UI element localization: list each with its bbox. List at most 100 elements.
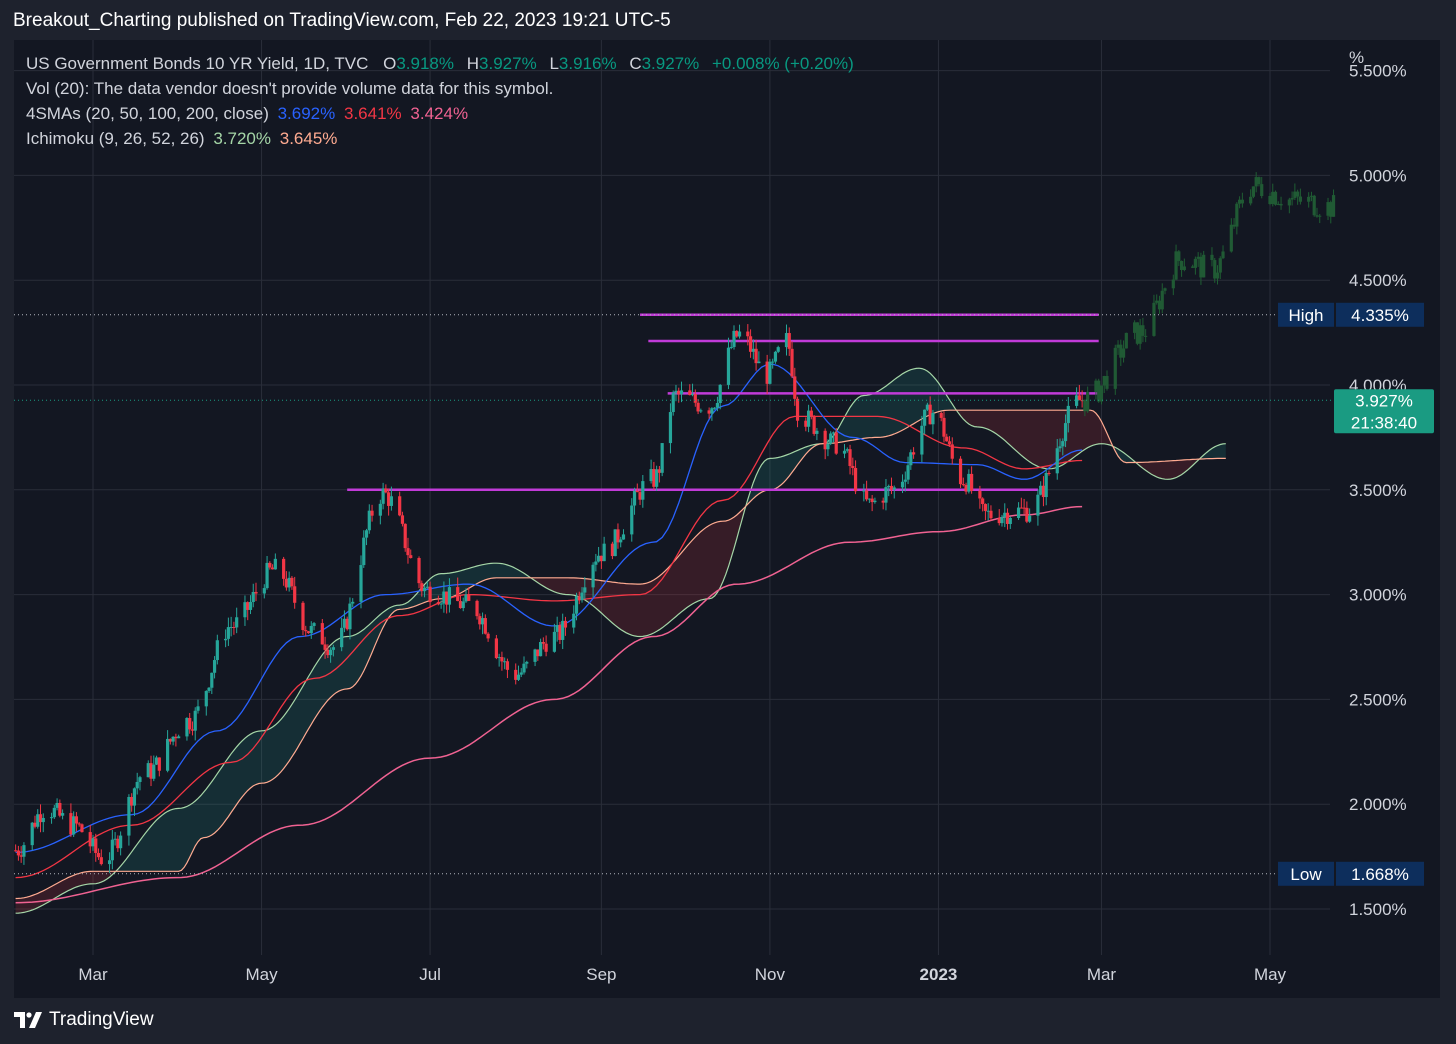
legend-ichimoku-row[interactable]: Ichimoku (9, 26, 52, 26) 3.720% 3.645% [26, 126, 854, 151]
candle-body [870, 498, 874, 503]
ichimoku-label: Ichimoku (9, 26, 52, 26) [26, 129, 205, 148]
candle-body [793, 376, 797, 399]
candle-body [613, 529, 617, 557]
candle-body [967, 473, 971, 492]
forecast-candle [1287, 199, 1291, 206]
last-price-value: 3.927% [1355, 391, 1413, 410]
candle-body [362, 537, 366, 566]
publication-header: Breakout_Charting published on TradingVi… [13, 10, 671, 31]
forecast-candle [1276, 203, 1280, 205]
candle-body [478, 616, 482, 625]
candle-body [525, 661, 529, 664]
candle-body [1063, 423, 1068, 442]
forecast-candle [1293, 191, 1297, 198]
candle-body [784, 333, 789, 348]
forecast-candle [1215, 272, 1220, 279]
candle-body [41, 817, 45, 823]
tradingview-logo[interactable]: TradingView [14, 1006, 154, 1034]
candle-body [287, 577, 291, 588]
candle-body [74, 816, 79, 824]
candle-body [851, 465, 855, 469]
candle-body [558, 625, 562, 640]
candle-body [862, 490, 866, 492]
candle-body [16, 850, 21, 856]
candle-body [398, 496, 402, 516]
ohlc-low-label: L [549, 54, 559, 73]
forecast-candle [1210, 254, 1214, 261]
candle-body [171, 736, 175, 742]
candle-body [713, 407, 717, 409]
candle-body [113, 838, 117, 840]
forecast-candle [1307, 196, 1311, 202]
candle-body [516, 674, 521, 680]
candle-body [754, 348, 758, 364]
candle-body [154, 757, 159, 765]
chart-panel[interactable] [14, 40, 1440, 998]
candle-body [323, 644, 327, 650]
candle-body [561, 620, 565, 640]
ohlc-close: 3.927% [641, 54, 700, 73]
candle-body [1019, 507, 1023, 509]
candle-body [248, 601, 253, 610]
candle-body [619, 539, 623, 543]
candle-body [826, 443, 830, 450]
candle-body [116, 838, 120, 849]
candle-body [710, 408, 714, 414]
forecast-candle [1097, 380, 1101, 402]
candle-body [52, 807, 56, 818]
candle-body [345, 618, 349, 630]
candle-body [389, 496, 393, 506]
candle-body [442, 591, 446, 604]
candle-body [1074, 395, 1079, 406]
candle-body [157, 757, 161, 771]
candle-body [677, 390, 681, 395]
forecast-candle [1240, 199, 1244, 204]
forecast-candle [1312, 195, 1316, 216]
legend-volume-row[interactable]: Vol (20): The data vendor doesn't provid… [26, 76, 854, 101]
forecast-candle [1171, 279, 1175, 289]
candle-body [732, 330, 736, 347]
candle-body [270, 567, 275, 570]
candle-body [931, 412, 935, 425]
symbol-name[interactable]: US Government Bonds 10 YR Yield, 1D, TVC [26, 54, 369, 73]
candle-body [165, 738, 170, 771]
forecast-candle [1094, 380, 1098, 392]
candle-body [409, 555, 413, 559]
sma20-value: 3.692% [277, 104, 336, 123]
candle-body [757, 361, 761, 364]
candle-body [268, 562, 272, 568]
ichimoku-cloud [1137, 457, 1201, 480]
forecast-candle [1309, 195, 1314, 197]
candle-body [522, 663, 526, 673]
forecast-candle [1196, 256, 1200, 259]
candle-body [544, 643, 548, 652]
forecast-candle [1329, 202, 1333, 217]
candle-body [737, 331, 742, 337]
candle-body [889, 485, 894, 490]
candle-body [660, 443, 664, 473]
candle-body [696, 402, 700, 412]
candle-body [1005, 512, 1010, 524]
candle-body [787, 333, 791, 349]
candle-body [790, 348, 794, 377]
candle-body [881, 500, 885, 503]
x-tick-label: Mar [1087, 965, 1117, 984]
candle-body [461, 601, 465, 609]
candle-body [193, 710, 197, 731]
candle-body [809, 410, 813, 417]
candle-body [456, 587, 460, 602]
low-value-label: 1.668% [1351, 865, 1409, 884]
legend-symbol-row[interactable]: US Government Bonds 10 YR Yield, 1D, TVC… [26, 51, 854, 76]
candle-body [649, 469, 653, 482]
candle-body [119, 835, 123, 849]
forecast-candle [1105, 376, 1109, 389]
forecast-candle [1254, 177, 1258, 187]
candle-body [33, 822, 37, 827]
candle-body [14, 850, 18, 852]
legend-sma-row[interactable]: 4SMAs (20, 50, 100, 200, close) 3.692% 3… [26, 101, 854, 126]
candle-body [226, 627, 230, 639]
candle-body [707, 410, 711, 414]
candle-body [381, 488, 385, 504]
forecast-candle [1138, 325, 1142, 344]
